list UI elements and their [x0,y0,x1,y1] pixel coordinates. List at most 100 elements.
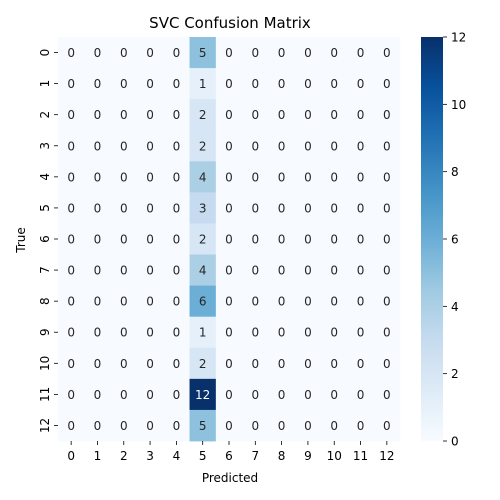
cell-value-label: 0 [120,46,128,60]
heatmap-cell [215,192,243,224]
heatmap-cell [136,99,164,131]
heatmap-cell [58,192,85,224]
cell-value-label: 0 [173,326,181,340]
cell-value-label: 0 [383,388,391,402]
cell-value-label: 0 [357,326,365,340]
heatmap-cell [347,254,375,287]
cell-value-label: 0 [357,357,365,371]
heatmap-cell [347,68,375,100]
cell-value-label: 0 [225,139,233,153]
x-tick-label: 7 [251,449,259,463]
cell-value-label: 0 [173,233,181,247]
cell-value-label: 0 [120,326,128,340]
heatmap-cell [58,223,85,255]
cell-value-label: 0 [357,46,365,60]
heatmap-cell [347,316,375,349]
cell-value-label: 0 [330,419,338,433]
heatmap-cell [268,37,296,69]
cell-value-label: 0 [173,419,181,433]
heatmap-cell [189,223,217,255]
heatmap-cell [294,99,322,131]
cell-value-label: 0 [357,77,365,91]
cell-value-label: 0 [67,170,75,184]
cell-value-label: 0 [278,170,286,184]
cell-value-label: 0 [304,326,312,340]
chart-title: SVC Confusion Matrix [149,14,311,32]
heatmap-cell [136,223,164,255]
cell-value-label: 0 [94,170,102,184]
heatmap-cells: 0 0 0 0 0 5 0 0 0 0 0 0 0 0 0 0 0 0 1 0 0 0 0 0 0 0 0 0 0 0 0 2 0 0 0 0 0 0 0 0… [58,37,401,442]
cell-value-label: 0 [278,77,286,91]
cell-value-label: 0 [383,46,391,60]
heatmap-cell [242,68,269,100]
heatmap-cell [242,409,269,442]
heatmap-cell [163,316,190,349]
cell-value-label: 0 [225,326,233,340]
heatmap-cell [294,409,322,442]
cell-value-label: 0 [146,46,154,60]
cell-value-label: 0 [94,77,102,91]
cell-value-label: 0 [357,419,365,433]
cell-value-label: 0 [357,139,365,153]
heatmap-cell [136,285,164,318]
cell-value-label: 0 [225,419,233,433]
x-tick-label: 1 [94,449,102,463]
cell-value-label: 0 [251,139,259,153]
heatmap-cell [242,99,269,131]
cell-value-label: 0 [120,139,128,153]
heatmap-cell [347,192,375,224]
heatmap-cell [136,409,164,442]
cell-value-label: 0 [304,264,312,278]
heatmap-cell [84,378,112,411]
heatmap-cell [189,254,217,287]
heatmap-cell [268,285,296,318]
cell-value-label: 0 [383,357,391,371]
cell-value-label: 0 [278,233,286,247]
heatmap-cell [215,409,243,442]
cell-value-label: 0 [383,295,391,309]
y-tick-label: 4 [38,173,52,181]
cell-value-label: 0 [146,139,154,153]
cell-value-label: 0 [120,233,128,247]
cell-value-label: 0 [383,108,391,122]
y-tick-label: 6 [38,235,52,243]
cell-value-label: 0 [251,419,259,433]
y-axis-label: True [14,227,28,254]
cell-value-label: 0 [120,419,128,433]
x-tick-label: 2 [120,449,128,463]
cell-value-label: 0 [383,326,391,340]
heatmap-cell [294,192,322,224]
heatmap-cell [189,409,217,442]
cell-value-label: 0 [304,170,312,184]
heatmap-cell [215,254,243,287]
cell-value-label: 0 [120,357,128,371]
cell-value-label: 0 [278,264,286,278]
heatmap-cell [58,161,85,193]
heatmap-cell [321,378,348,411]
heatmap-cell [294,378,322,411]
cell-value-label: 0 [304,388,312,402]
heatmap-cell [347,130,375,162]
cell-value-label: 0 [67,201,75,215]
cell-value-label: 0 [330,46,338,60]
heatmap-cell [268,223,296,255]
heatmap-cell [268,161,296,193]
heatmap-cell [347,378,375,411]
heatmap-cell [215,285,243,318]
cell-value-label: 0 [146,419,154,433]
cell-value-label: 0 [94,46,102,60]
cell-value-label: 0 [330,326,338,340]
cell-value-label: 0 [67,233,75,247]
cell-value-label: 0 [94,233,102,247]
heatmap-cell [321,161,348,193]
heatmap-cell [242,316,269,349]
cell-value-label: 0 [146,388,154,402]
heatmap-cell [84,192,112,224]
heatmap-cell [163,192,190,224]
cell-value-label: 6 [199,295,207,309]
cell-value-label: 12 [195,388,210,402]
y-tick-label: 2 [38,111,52,119]
heatmap-cell [136,161,164,193]
heatmap-cell [84,99,112,131]
heatmap-cell [189,130,217,162]
